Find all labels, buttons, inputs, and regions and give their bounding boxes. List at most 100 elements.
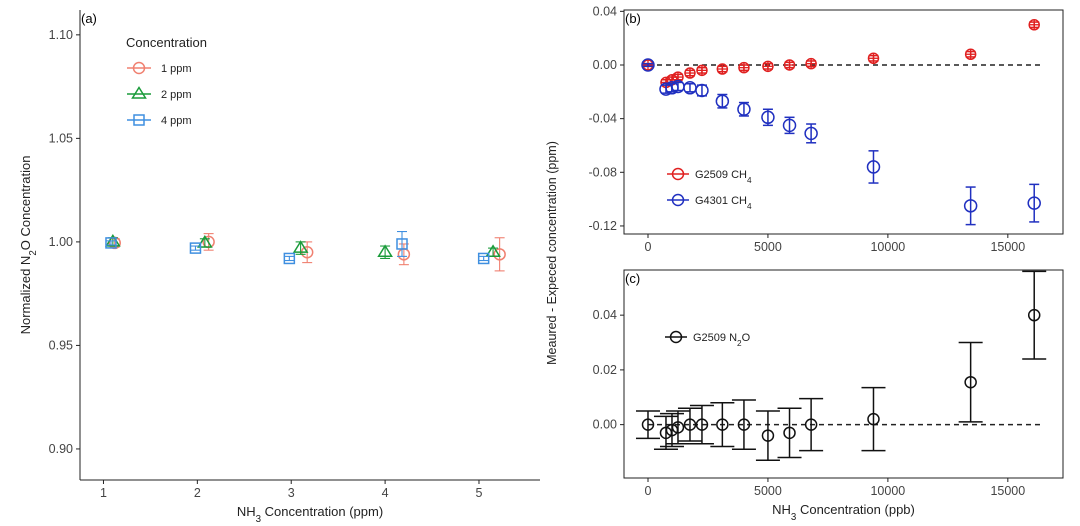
data-point (964, 375, 977, 389)
legend: Concentration 1 ppm 2 ppm 4 ppm (126, 35, 207, 127)
legend-key-marker (671, 167, 685, 181)
y-tick-label: 0.04 (593, 4, 617, 18)
x-tick-label: 15000 (990, 484, 1025, 498)
data-point (782, 118, 797, 133)
y-tick-label: 0.90 (49, 442, 73, 456)
data-point (737, 418, 751, 431)
x-axis-label: NH3 Concentration (ppm) (237, 504, 383, 525)
panel-label: (b) (625, 11, 641, 26)
y-tick-label: 0.02 (593, 363, 617, 377)
y-axis-label: Normalized N2O Concentration (18, 156, 39, 335)
data-point (283, 252, 296, 265)
x-tick-label: 5000 (754, 240, 782, 254)
legend-key-marker (671, 193, 685, 207)
data-point (761, 110, 775, 125)
data-point (761, 429, 775, 442)
panel-a: 0.90 0.95 1.00 1.05 1.10 1 2 3 4 5 (a) NH3 Concentr… (18, 10, 540, 525)
data-point (485, 244, 501, 258)
data-point (963, 199, 978, 213)
legend-key-marker (133, 114, 145, 126)
plot-frame (623, 9, 1064, 235)
legend-title: Concentration (126, 35, 207, 50)
series-4-ppm (105, 230, 490, 265)
x-tick-label: 2 (194, 486, 201, 500)
x-tick-label: 5000 (754, 484, 782, 498)
series-g4301-ch4 (641, 58, 1041, 226)
x-tick-label: 0 (645, 484, 652, 498)
legend-item-label: G2509 N2O (693, 332, 751, 348)
x-tick-label: 10000 (870, 484, 905, 498)
legend-item-label: 2 ppm (161, 89, 192, 101)
data-point (715, 94, 730, 108)
x-tick-label: 1 (100, 486, 107, 500)
data-point (292, 240, 309, 253)
data-point (189, 242, 202, 254)
x-tick-label: 10000 (870, 240, 905, 254)
data-point (716, 63, 729, 75)
plot-frame (623, 269, 1064, 479)
legend-key-marker (132, 61, 146, 75)
data-point (396, 238, 408, 250)
data-point (804, 126, 818, 141)
y-tick-label: 1.10 (49, 28, 73, 42)
data-point (696, 64, 708, 77)
data-point (1028, 19, 1040, 31)
data-point (377, 244, 393, 258)
shared-y-axis-label: Meaured - Expeced concentration (ppm) (545, 141, 559, 365)
y-tick-label: 0.95 (49, 338, 73, 352)
panel-c: 0.00 0.02 0.04 0 5000 10000 15000 (c) NH3 Concen… (593, 269, 1064, 523)
data-point (477, 252, 490, 265)
panel-label: (c) (625, 271, 640, 286)
data-point (783, 59, 796, 71)
data-point (695, 418, 709, 431)
data-point (867, 52, 880, 65)
data-point (1027, 308, 1041, 322)
legend-item-label: 1 ppm (161, 63, 192, 75)
data-point (641, 58, 655, 72)
y-tick-label: 1.05 (49, 131, 73, 145)
data-point (783, 426, 796, 440)
y-tick-label: 0.00 (593, 418, 617, 432)
legend-item-label: 4 ppm (161, 115, 192, 127)
legend-item-label: G4301 CH4 (695, 195, 752, 211)
panel-label: (a) (81, 11, 97, 26)
data-point (1027, 196, 1041, 210)
data-point (695, 83, 709, 98)
series-2-ppm (105, 233, 501, 260)
x-tick-label: 3 (288, 486, 295, 500)
data-point (716, 418, 729, 431)
data-point (738, 61, 750, 74)
data-point (684, 67, 696, 79)
y-tick-label: 0.00 (593, 58, 617, 72)
data-point (671, 421, 685, 434)
data-point (762, 60, 774, 73)
panel-b: -0.12 -0.08 -0.04 0.00 0.04 0 5000 10000 15000 (b… (589, 4, 1064, 254)
data-point (805, 57, 817, 70)
series-g2509-ch4 (642, 19, 1040, 89)
legend-item-label: G2509 CH4 (695, 169, 752, 185)
x-axis-label: NH3 Concentration (ppb) (772, 502, 915, 523)
data-point (867, 412, 880, 426)
y-tick-label: -0.04 (589, 112, 618, 126)
series-g2509-n2o (635, 270, 1047, 461)
data-point (641, 418, 655, 431)
data-point (683, 418, 697, 431)
legend-key-marker (669, 330, 683, 344)
y-tick-label: 1.00 (49, 235, 73, 249)
y-tick-label: -0.08 (589, 165, 618, 179)
data-point (737, 102, 751, 117)
legend: G2509 N2O (665, 330, 751, 348)
data-point (493, 248, 506, 261)
x-tick-label: 5 (476, 486, 483, 500)
data-point (964, 48, 977, 61)
data-point (866, 160, 881, 174)
legend-key-marker (131, 86, 147, 99)
data-point (105, 237, 117, 249)
x-tick-label: 4 (382, 486, 389, 500)
data-point (804, 418, 818, 431)
y-tick-label: 0.04 (593, 308, 617, 322)
y-tick-label: -0.12 (589, 219, 618, 233)
x-tick-label: 15000 (990, 240, 1025, 254)
legend: G2509 CH4 G4301 CH4 (667, 167, 752, 211)
